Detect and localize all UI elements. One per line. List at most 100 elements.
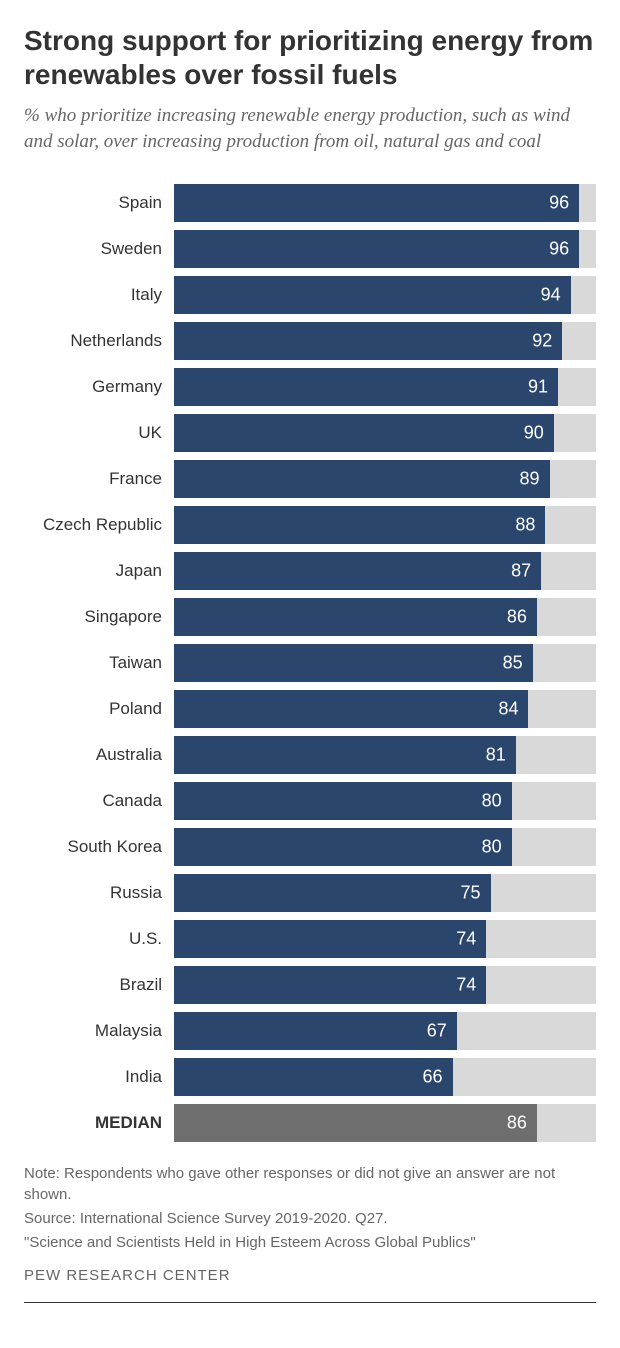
bar-row: Australia 81: [24, 734, 596, 776]
bar-label: Malaysia: [24, 1021, 174, 1041]
bar-fill: 91: [174, 368, 558, 406]
bar-label: Czech Republic: [24, 515, 174, 535]
bar-value: 91: [528, 377, 548, 398]
bar-value: 85: [503, 653, 523, 674]
bar-value: 96: [549, 193, 569, 214]
bar-fill: 96: [174, 230, 579, 268]
bar-fill: 75: [174, 874, 491, 912]
bar-value: 94: [541, 285, 561, 306]
bar-fill: 67: [174, 1012, 457, 1050]
bar-track: 94: [174, 276, 596, 314]
bar-row: Spain 96: [24, 182, 596, 224]
bar-label: Netherlands: [24, 331, 174, 351]
bar-fill: 74: [174, 920, 486, 958]
bar-label: Sweden: [24, 239, 174, 259]
bar-track: 80: [174, 828, 596, 866]
bar-fill: 80: [174, 828, 512, 866]
bar-row: Brazil 74: [24, 964, 596, 1006]
bar-label: Poland: [24, 699, 174, 719]
bar-fill: 94: [174, 276, 571, 314]
bar-value: 74: [456, 975, 476, 996]
bar-track: 84: [174, 690, 596, 728]
bar-value: 96: [549, 239, 569, 260]
bar-value: 92: [532, 331, 552, 352]
bar-row: Russia 75: [24, 872, 596, 914]
bar-value: 86: [507, 1113, 527, 1134]
bar-label: Italy: [24, 285, 174, 305]
bar-row: Malaysia 67: [24, 1010, 596, 1052]
bar-track: 66: [174, 1058, 596, 1096]
bar-track: 86: [174, 1104, 596, 1142]
bar-row: MEDIAN 86: [24, 1102, 596, 1144]
bar-label: India: [24, 1067, 174, 1087]
bar-track: 92: [174, 322, 596, 360]
bar-fill: 84: [174, 690, 528, 728]
bar-label: Russia: [24, 883, 174, 903]
bar-fill: 74: [174, 966, 486, 1004]
bar-label: Spain: [24, 193, 174, 213]
bar-row: Canada80: [24, 780, 596, 822]
bar-value: 89: [520, 469, 540, 490]
bar-value: 84: [498, 699, 518, 720]
bar-row: Taiwan 85: [24, 642, 596, 684]
bar-row: France 89: [24, 458, 596, 500]
bar-value: 87: [511, 561, 531, 582]
bar-fill: 96: [174, 184, 579, 222]
bar-label: UK: [24, 423, 174, 443]
bar-track: 96: [174, 230, 596, 268]
bar-label: Canada: [24, 791, 174, 811]
bar-row: India 66: [24, 1056, 596, 1098]
bar-value: 80: [482, 837, 502, 858]
bar-label: Australia: [24, 745, 174, 765]
bar-fill: 66: [174, 1058, 453, 1096]
bar-track: 67: [174, 1012, 596, 1050]
bar-row: U.S. 74: [24, 918, 596, 960]
bar-track: 96: [174, 184, 596, 222]
bar-label: Taiwan: [24, 653, 174, 673]
bar-label: France: [24, 469, 174, 489]
bar-row: Italy 94: [24, 274, 596, 316]
bar-label: MEDIAN: [24, 1113, 174, 1133]
bar-label: U.S.: [24, 929, 174, 949]
chart-area: Spain 96 Sweden 96 Italy 94 Netherlands 92 Germa…: [24, 182, 596, 1144]
bar-track: 75: [174, 874, 596, 912]
bar-row: Japan87: [24, 550, 596, 592]
bar-track: 85: [174, 644, 596, 682]
bar-track: 88: [174, 506, 596, 544]
bar-track: 74: [174, 966, 596, 1004]
bar-row: UK 90: [24, 412, 596, 454]
bar-fill: 86: [174, 1104, 537, 1142]
bar-track: 74: [174, 920, 596, 958]
bar-value: 90: [524, 423, 544, 444]
bar-label: South Korea: [24, 837, 174, 857]
chart-subtitle: % who prioritize increasing renewable en…: [24, 103, 596, 154]
bar-value: 75: [460, 883, 480, 904]
bar-value: 67: [427, 1021, 447, 1042]
bar-fill: 87: [174, 552, 541, 590]
bar-fill: 92: [174, 322, 562, 360]
bar-row: Singapore 86: [24, 596, 596, 638]
chart-attribution: PEW RESEARCH CENTER: [24, 1267, 596, 1284]
bar-fill: 90: [174, 414, 554, 452]
bar-track: 90: [174, 414, 596, 452]
bar-track: 89: [174, 460, 596, 498]
bar-track: 81: [174, 736, 596, 774]
bar-value: 66: [422, 1067, 442, 1088]
chart-divider: [24, 1302, 596, 1303]
bar-track: 86: [174, 598, 596, 636]
bar-value: 81: [486, 745, 506, 766]
bar-value: 88: [515, 515, 535, 536]
bar-fill: 86: [174, 598, 537, 636]
bar-value: 74: [456, 929, 476, 950]
bar-track: 87: [174, 552, 596, 590]
chart-title: Strong support for prioritizing energy f…: [24, 24, 596, 91]
bar-label: Germany: [24, 377, 174, 397]
bar-label: Brazil: [24, 975, 174, 995]
bar-row: South Korea 80: [24, 826, 596, 868]
bar-row: Sweden 96: [24, 228, 596, 270]
bar-label: Singapore: [24, 607, 174, 627]
bar-row: Netherlands 92: [24, 320, 596, 362]
bar-row: Poland 84: [24, 688, 596, 730]
bar-value: 86: [507, 607, 527, 628]
chart-report: "Science and Scientists Held in High Est…: [24, 1233, 596, 1253]
